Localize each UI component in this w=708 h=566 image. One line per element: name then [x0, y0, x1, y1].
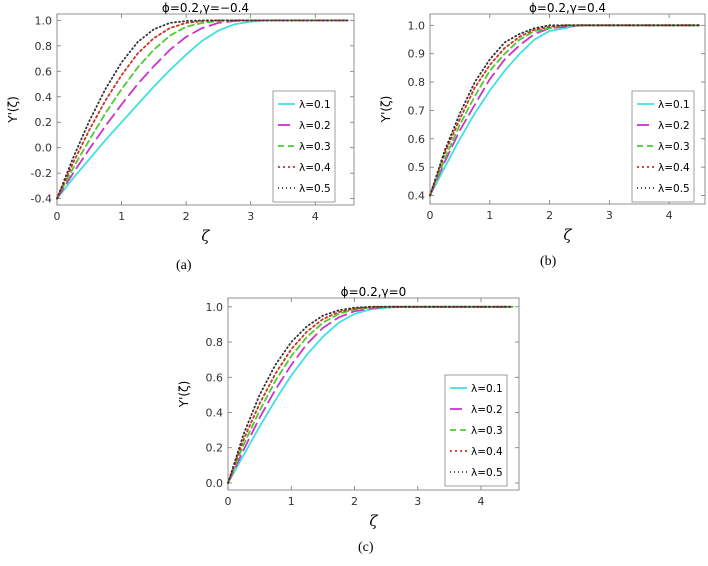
y-tick-label: 0.4	[206, 406, 224, 419]
x-tick-label: 4	[312, 210, 319, 223]
caption-c: (c)	[358, 540, 374, 555]
panel-b: ϕ=0.2,γ=0.4 0.4 0.5 0.6 0.7 0.8 0.9 1.0 0 1 2 3 4 ζ Y'…	[379, 1, 706, 244]
y-tick-label: 0.6	[35, 65, 53, 78]
legend-label-5: λ=0.5	[471, 467, 503, 479]
legend-label-3: λ=0.3	[658, 141, 690, 153]
x-tick-label: 0	[427, 209, 434, 222]
y-tick-label: 0.2	[35, 116, 53, 129]
x-tick-label: 2	[546, 209, 553, 222]
caption-b: (b)	[540, 254, 557, 269]
y-tick-label: 0.4	[35, 91, 53, 104]
y-tick-label: 0.8	[206, 336, 224, 349]
x-tick-label: 2	[183, 210, 190, 223]
panel-a: ϕ=0.2,γ=−0.4 -0.4 -0.2 0.0 0.2 0.4 0.6 0.8 1.0 0 1…	[6, 1, 355, 245]
chart-title: ϕ=0.2,γ=−0.4	[162, 1, 249, 15]
series-line-5	[56, 19, 349, 200]
legend-label-2: λ=0.2	[299, 120, 331, 132]
y-tick-label: 0.5	[408, 161, 426, 174]
chart-title: ϕ=0.2,γ=0.4	[529, 1, 606, 15]
y-tick-label: 0.4	[408, 189, 426, 202]
x-tick-label: 0	[225, 495, 232, 508]
series-line-5	[227, 305, 514, 484]
x-tick-label: 1	[118, 210, 125, 223]
y-axis-label: Y'(ζ)	[379, 96, 393, 124]
x-tick-label: 3	[247, 210, 254, 223]
legend-label-5: λ=0.5	[299, 183, 331, 195]
y-tick-label: 1.0	[35, 14, 53, 27]
legend-label-3: λ=0.3	[299, 141, 331, 153]
y-tick-label: 0.0	[35, 142, 53, 155]
y-tick-label: 0.6	[408, 133, 426, 146]
y-tick-label: 0.6	[206, 371, 224, 384]
y-tick-label: 0.2	[206, 442, 224, 455]
y-tick-label: -0.4	[31, 193, 52, 206]
y-tick-label: 0.8	[35, 40, 53, 53]
y-axis-label: Y'(ζ)	[6, 96, 20, 124]
x-tick-label: 3	[606, 209, 613, 222]
legend-label-1: λ=0.1	[299, 99, 331, 111]
x-tick-label: 2	[351, 495, 358, 508]
y-tick-label: 0.9	[408, 48, 426, 61]
x-tick-label: 4	[478, 495, 485, 508]
x-tick-label: 0	[54, 210, 61, 223]
plot-frame	[56, 13, 355, 206]
legend-label-3: λ=0.3	[471, 425, 503, 437]
legend-label-4: λ=0.4	[658, 162, 690, 174]
y-tick-label: 1.0	[206, 301, 224, 314]
y-axis-label: Y'(ζ)	[177, 381, 191, 409]
legend-label-2: λ=0.2	[658, 120, 690, 132]
y-tick-label: 0.0	[206, 477, 224, 490]
panel-c: ϕ=0.2,γ=0 0.0 0.2 0.4 0.6 0.8 1.0 0 1 2 3 4 ζ Y'(ζ) λ=…	[177, 285, 520, 530]
x-tick-label: 1	[486, 209, 493, 222]
x-axis-label: ζ	[563, 226, 572, 244]
plot-frame	[429, 13, 706, 205]
y-tick-label: 1.0	[408, 19, 426, 32]
x-axis-label: ζ	[201, 227, 210, 245]
legend-label-4: λ=0.4	[299, 162, 331, 174]
x-tick-label: 4	[666, 209, 673, 222]
legend-label-5: λ=0.5	[658, 183, 690, 195]
legend-label-1: λ=0.1	[471, 383, 503, 395]
y-tick-label: 0.7	[408, 104, 426, 117]
legend-label-4: λ=0.4	[471, 446, 503, 458]
legend-label-2: λ=0.2	[471, 404, 503, 416]
x-tick-label: 1	[288, 495, 295, 508]
x-axis-label: ζ	[369, 512, 378, 530]
chart-title: ϕ=0.2,γ=0	[341, 285, 407, 299]
legend-label-1: λ=0.1	[658, 99, 690, 111]
y-tick-label: 0.8	[408, 76, 426, 89]
x-tick-label: 3	[414, 495, 421, 508]
plot-frame	[227, 297, 520, 491]
series-line-5	[429, 24, 700, 197]
y-tick-label: -0.2	[31, 167, 52, 180]
caption-a: (a)	[176, 258, 192, 273]
